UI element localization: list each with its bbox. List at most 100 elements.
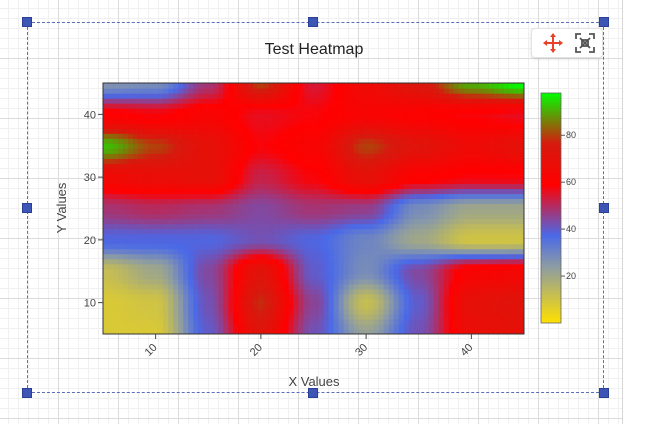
heatmap-cell xyxy=(258,308,264,315)
heatmap-cell xyxy=(308,328,315,334)
heatmap-cell xyxy=(433,153,440,159)
resize-handle-right[interactable] xyxy=(599,203,609,213)
heatmap-cell xyxy=(323,283,330,290)
heatmap-cell xyxy=(333,238,340,245)
heatmap-cell xyxy=(478,198,485,205)
heatmap-cell xyxy=(233,138,239,144)
heatmap-cell xyxy=(168,323,174,330)
heatmap-cell xyxy=(103,133,109,139)
heatmap-cell xyxy=(233,83,239,89)
heatmap-cell xyxy=(323,148,330,154)
heatmap-cell xyxy=(513,93,520,99)
heatmap-cell xyxy=(423,323,430,330)
heatmap-cell xyxy=(373,228,380,235)
heatmap-cell xyxy=(448,203,455,210)
heatmap-cell xyxy=(123,313,129,320)
resize-handle-top-right[interactable] xyxy=(599,17,609,27)
heatmap-cell xyxy=(318,288,325,295)
heatmap-cell xyxy=(293,123,300,129)
heatmap-cell xyxy=(108,163,114,169)
heatmap-cell xyxy=(438,148,445,154)
heatmap-cell xyxy=(463,183,470,190)
heatmap-cell xyxy=(508,198,515,205)
heatmap-cell xyxy=(498,123,505,129)
heatmap-cell xyxy=(158,283,164,290)
heatmap-cell xyxy=(303,208,310,215)
heatmap-cell xyxy=(513,108,520,114)
heatmap-cell xyxy=(183,243,189,250)
heatmap-cell xyxy=(153,93,159,99)
heatmap-cell xyxy=(203,273,209,280)
heatmap-cell xyxy=(173,268,179,275)
heatmap-cell xyxy=(153,118,159,124)
heatmap-cell xyxy=(333,263,340,270)
resize-handle-top[interactable] xyxy=(308,17,318,27)
heatmap-cell xyxy=(453,323,460,330)
heatmap-cell xyxy=(343,233,350,240)
heatmap-cell xyxy=(463,203,470,210)
heatmap-cell xyxy=(258,148,264,154)
heatmap-cell xyxy=(508,123,515,129)
heatmap-cell xyxy=(498,143,505,149)
heatmap-cell xyxy=(273,208,280,215)
heatmap-cell xyxy=(368,273,375,280)
resize-handle-bottom[interactable] xyxy=(308,388,318,398)
heatmap-cell xyxy=(403,143,410,149)
heatmap-cell xyxy=(353,233,360,240)
heatmap-cell xyxy=(158,173,164,179)
heatmap-cell xyxy=(498,103,505,109)
heatmap-cell xyxy=(428,298,435,305)
heatmap-cell xyxy=(333,113,340,119)
heatmap-cell xyxy=(273,288,280,295)
resize-handle-top-left[interactable] xyxy=(22,17,32,27)
heatmap-cell xyxy=(278,108,285,114)
heatmap-cell xyxy=(293,283,300,290)
heatmap-cell xyxy=(188,168,194,174)
heatmap-cell xyxy=(388,288,395,295)
heatmap-cell xyxy=(178,98,184,104)
heatmap-cell xyxy=(323,238,330,245)
heatmap-cell xyxy=(298,93,305,99)
heatmap-cell xyxy=(348,83,355,89)
resize-handle-bottom-left[interactable] xyxy=(22,388,32,398)
heatmap-cell xyxy=(148,303,154,310)
heatmap-cell xyxy=(483,118,490,124)
heatmap-cell xyxy=(178,133,184,139)
heatmap-cell xyxy=(508,148,515,154)
heatmap-cell xyxy=(318,113,325,119)
heatmap-cell xyxy=(153,253,159,260)
heatmap-cell xyxy=(443,188,450,195)
heatmap-cell xyxy=(468,293,475,300)
heatmap-cell xyxy=(188,118,194,124)
heatmap-cell xyxy=(303,113,310,119)
move-icon[interactable] xyxy=(542,32,564,54)
heatmap-cell xyxy=(153,213,159,220)
heatmap-cell xyxy=(343,278,350,285)
heatmap-cell xyxy=(388,118,395,124)
heatmap-cell xyxy=(333,233,340,240)
heatmap-cell xyxy=(423,223,430,230)
heatmap-cell xyxy=(273,168,280,174)
heatmap-cell xyxy=(498,248,505,255)
heatmap-cell xyxy=(233,278,239,285)
heatmap-cell xyxy=(293,93,300,99)
heatmap-cell xyxy=(383,138,390,144)
heatmap-cell xyxy=(348,133,355,139)
heatmap-cell xyxy=(513,283,520,290)
heatmap-cell xyxy=(313,298,320,305)
heatmap-cell xyxy=(458,283,465,290)
heatmap-cell xyxy=(298,178,305,184)
heatmap-cell xyxy=(373,328,380,334)
resize-handle-left[interactable] xyxy=(22,203,32,213)
fit-screen-icon[interactable] xyxy=(574,32,596,54)
heatmap-cell xyxy=(183,283,189,290)
heatmap-cell xyxy=(313,213,320,220)
heatmap-cell xyxy=(303,178,310,184)
heatmap-cell xyxy=(278,233,285,240)
resize-handle-bottom-right[interactable] xyxy=(599,388,609,398)
heatmap-cell xyxy=(323,108,330,114)
heatmap-cell xyxy=(408,93,415,99)
heatmap-cell xyxy=(443,208,450,215)
heatmap-cell xyxy=(313,83,320,89)
heatmap-cell xyxy=(208,93,214,99)
